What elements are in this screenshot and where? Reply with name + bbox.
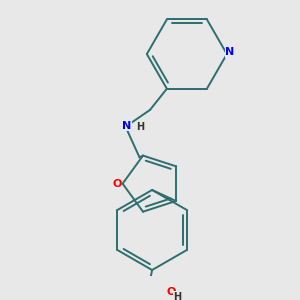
Text: H: H [136,122,144,132]
Text: N: N [225,47,235,58]
Text: O: O [167,287,176,297]
Text: N: N [122,121,131,131]
Text: O: O [112,178,122,189]
Text: H: H [173,292,181,300]
